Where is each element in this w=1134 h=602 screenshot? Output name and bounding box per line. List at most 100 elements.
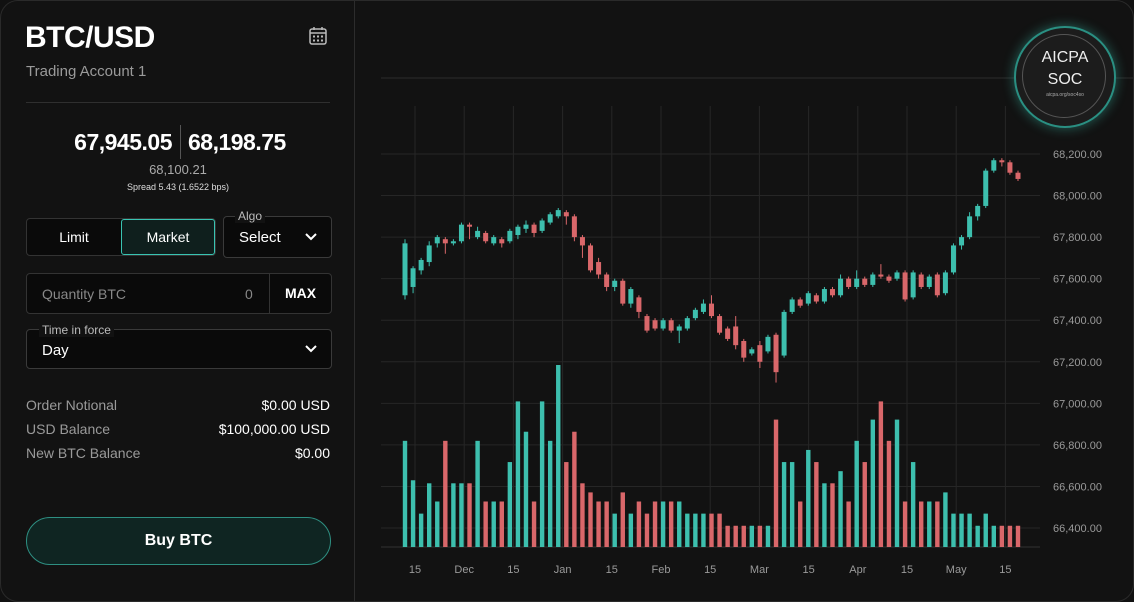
volume-bar xyxy=(523,431,529,547)
volume-bar xyxy=(927,501,932,547)
candle-body xyxy=(950,245,956,273)
candle-body xyxy=(579,237,585,246)
y-tick-label: 67,000.00 xyxy=(1053,398,1102,410)
candle-body xyxy=(797,299,803,306)
candle-body xyxy=(684,318,690,329)
candle-body xyxy=(910,272,916,298)
volume-bar xyxy=(830,483,835,547)
candle-body xyxy=(821,289,827,302)
candle-body xyxy=(741,341,747,358)
volume-bar xyxy=(685,513,690,547)
volume-bar xyxy=(983,513,988,547)
candle-body xyxy=(596,262,602,275)
volume-bar xyxy=(1007,525,1013,547)
header-divider xyxy=(26,102,330,103)
volume-bar xyxy=(491,501,496,547)
candle-body xyxy=(588,245,594,271)
seal-ring xyxy=(1022,34,1106,118)
volume-bar xyxy=(814,462,819,547)
volume-bar xyxy=(878,401,884,547)
volume-bar xyxy=(660,501,666,547)
volume-bar xyxy=(975,525,980,547)
algo-select[interactable]: Algo Select xyxy=(223,209,332,258)
candle-body xyxy=(829,289,835,296)
x-tick-label: 15 xyxy=(802,564,814,576)
candle-body xyxy=(854,278,860,287)
summary-value: $0.00 xyxy=(294,445,330,461)
y-tick-label: 66,600.00 xyxy=(1053,481,1102,493)
candle-body xyxy=(886,276,892,281)
quantity-placeholder: Quantity BTC xyxy=(42,286,127,302)
candle-body xyxy=(902,272,908,300)
candle-body xyxy=(499,239,505,244)
x-tick-label: 15 xyxy=(606,564,618,576)
candle-body xyxy=(515,226,521,236)
volume-bar xyxy=(886,440,892,547)
candle-body xyxy=(442,239,448,244)
aicpa-soc-seal: AICPA SOC aicpa.org/soc4so xyxy=(1014,26,1116,128)
y-tick-label: 68,200.00 xyxy=(1053,149,1102,161)
candle-body xyxy=(700,303,706,312)
summary-row-usd-balance: USD Balance $100,000.00 USD xyxy=(26,421,330,441)
candle-body xyxy=(636,297,642,312)
pair-title: BTC/USD xyxy=(25,21,155,54)
candle-body xyxy=(604,274,610,287)
candle-body xyxy=(765,336,771,352)
volume-bar xyxy=(668,501,674,547)
mid-price: 68,100.21 xyxy=(149,162,207,177)
candle-body xyxy=(644,316,650,331)
limit-button[interactable]: Limit xyxy=(59,229,89,245)
candle-body xyxy=(717,316,723,333)
x-tick-label: 15 xyxy=(901,564,913,576)
x-tick-label: 15 xyxy=(409,564,421,576)
volume-bar xyxy=(999,525,1005,547)
candle-body xyxy=(838,278,844,296)
candle-body xyxy=(555,210,561,217)
candle-body xyxy=(959,237,965,246)
order-type-toggle: Limit Market xyxy=(26,218,216,256)
candle-body xyxy=(870,274,876,285)
candle-body xyxy=(999,160,1005,163)
x-tick-label: Jan xyxy=(554,564,572,576)
volume-bar xyxy=(507,462,513,547)
algo-label: Algo xyxy=(235,209,266,223)
volume-bar xyxy=(426,483,432,547)
volume-bar xyxy=(709,513,714,547)
volume-bar xyxy=(539,401,545,547)
buy-button[interactable]: Buy BTC xyxy=(26,517,331,565)
volume-bar xyxy=(910,462,916,547)
volume-bar xyxy=(556,365,561,547)
volume-bar xyxy=(733,525,738,547)
chart-panel: 68,200.00 68,000.00 67,800.00 67,600.00 67,4… xyxy=(355,1,1133,601)
algo-value: Select xyxy=(239,229,281,246)
candle-body xyxy=(967,216,973,238)
volume-bar xyxy=(870,419,876,547)
time-in-force-select[interactable]: Time in force Day xyxy=(26,323,332,369)
volume-bar xyxy=(693,513,698,547)
y-tick-label: 67,600.00 xyxy=(1053,274,1102,286)
quantity-field[interactable]: Quantity BTC 0 MAX xyxy=(26,273,332,314)
volume-bar xyxy=(435,501,440,547)
candle-body xyxy=(434,237,440,244)
volume-bar xyxy=(838,471,843,547)
volume-bar xyxy=(483,501,488,547)
chevron-down-icon xyxy=(305,233,317,241)
ask-price: 68,198.75 xyxy=(188,129,286,155)
summary-label: Order Notional xyxy=(26,397,118,413)
seal-line2: SOC xyxy=(1047,71,1083,88)
market-button[interactable]: Market xyxy=(121,219,215,255)
calendar-icon[interactable] xyxy=(308,26,328,46)
candle-body xyxy=(668,320,674,331)
candle-body xyxy=(418,259,424,271)
candle-body xyxy=(507,230,513,242)
volume-bar xyxy=(443,440,448,547)
candle-body xyxy=(805,293,811,304)
price-chart[interactable]: 68,200.00 68,000.00 67,800.00 67,600.00 67,4… xyxy=(355,1,1133,601)
x-tick-label: 15 xyxy=(999,564,1011,576)
max-button[interactable]: MAX xyxy=(284,285,317,301)
volume-bar xyxy=(943,492,948,547)
chevron-down-icon xyxy=(305,345,317,353)
candle-body xyxy=(458,224,464,242)
candle-body xyxy=(918,274,924,287)
volume-bar xyxy=(741,525,746,547)
